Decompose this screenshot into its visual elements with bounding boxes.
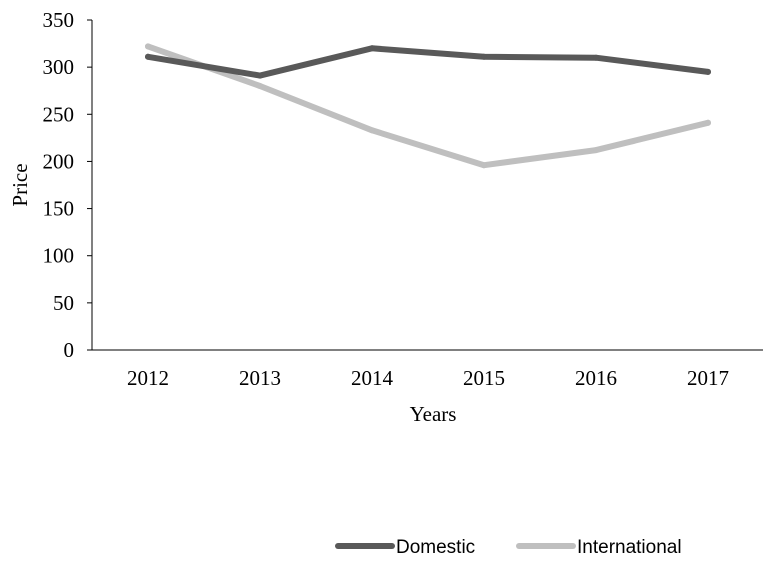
- data-point-domestic: [593, 54, 599, 61]
- x-axis-ticks: 2012 2013 2014 2015 2016 2017: [127, 366, 729, 390]
- y-tick-label: 150: [43, 197, 75, 221]
- data-point-domestic: [145, 53, 151, 60]
- data-point-domestic: [705, 68, 711, 75]
- y-tick-label: 250: [43, 102, 75, 126]
- y-axis-title: Price: [8, 163, 32, 206]
- data-point-international: [705, 119, 711, 126]
- x-axis-title: Years: [410, 402, 457, 426]
- y-tick-label: 350: [43, 8, 75, 32]
- series-line-international: [145, 43, 711, 169]
- data-point-domestic: [369, 45, 375, 52]
- series-lines: [145, 43, 711, 169]
- data-point-international: [481, 162, 487, 169]
- y-tick-label: 50: [53, 291, 74, 315]
- y-tick-label: 0: [64, 338, 75, 362]
- y-tick-label: 200: [43, 149, 75, 173]
- data-point-domestic: [481, 53, 487, 60]
- data-point-international: [369, 127, 375, 134]
- data-point-international: [257, 83, 263, 89]
- data-point-international: [145, 43, 151, 50]
- x-tick-label: 2017: [687, 366, 729, 390]
- data-point-domestic: [257, 72, 263, 79]
- data-point-international: [593, 147, 599, 154]
- legend-label-international: International: [577, 537, 682, 556]
- legend: Domestic International: [335, 537, 682, 558]
- x-tick-label: 2015: [463, 366, 505, 390]
- x-tick-label: 2016: [575, 366, 617, 390]
- y-axis-ticks: 0 50 100 150 200 250 300 350: [43, 8, 92, 362]
- x-tick-label: 2012: [127, 366, 169, 390]
- x-tick-label: 2013: [239, 366, 281, 390]
- x-tick-label: 2014: [351, 366, 394, 390]
- y-tick-label: 100: [43, 244, 75, 268]
- y-tick-label: 300: [43, 55, 75, 79]
- legend-label-domestic: Domestic: [396, 537, 475, 556]
- series-line-domestic: [145, 45, 711, 79]
